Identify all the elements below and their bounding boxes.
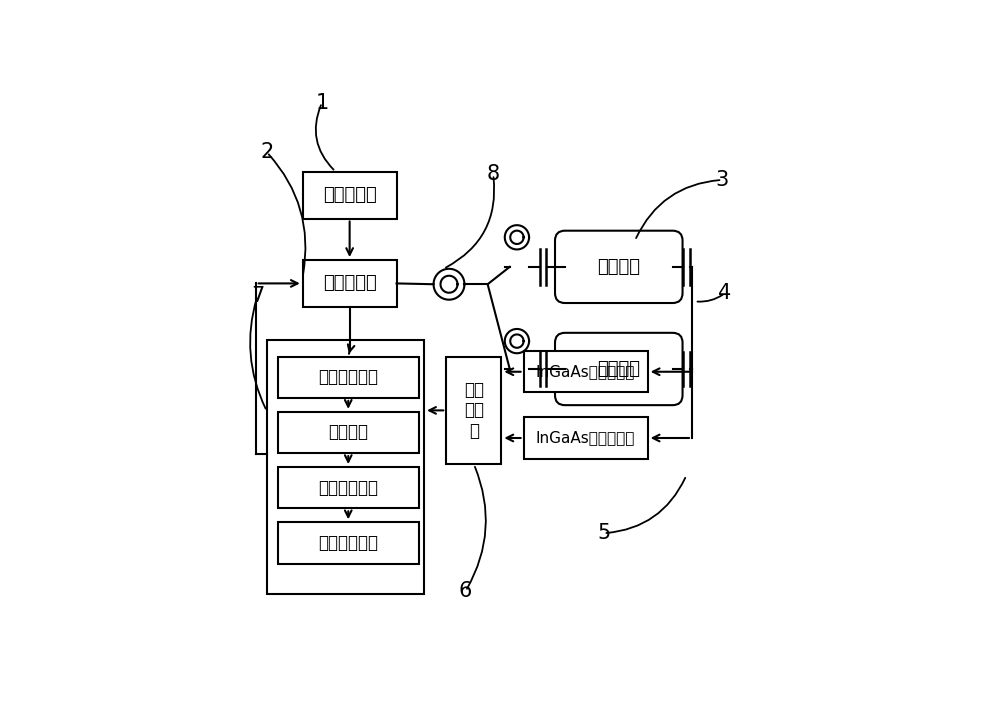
Text: 计算单元: 计算单元 — [328, 424, 368, 442]
Text: 调制解调单元: 调制解调单元 — [318, 369, 378, 386]
Text: 激光控制器: 激光控制器 — [323, 186, 377, 204]
Text: 光学频率梳: 光学频率梳 — [323, 275, 377, 293]
Bar — [278, 412, 419, 453]
Text: 3: 3 — [716, 170, 729, 190]
Bar — [524, 351, 648, 392]
Text: InGaAs雪崩二极管: InGaAs雪崩二极管 — [536, 430, 635, 445]
Text: InGaAs雪崩二极管: InGaAs雪崩二极管 — [536, 364, 635, 379]
Text: 气体识别单元: 气体识别单元 — [318, 479, 378, 497]
Text: 7: 7 — [251, 286, 264, 306]
Bar — [446, 356, 501, 464]
Bar — [267, 340, 424, 594]
Text: 4: 4 — [718, 283, 732, 303]
Text: 8: 8 — [487, 164, 500, 184]
Bar — [278, 356, 419, 398]
Bar — [303, 171, 397, 219]
FancyBboxPatch shape — [555, 333, 683, 405]
Text: 5: 5 — [597, 523, 610, 543]
Text: 数据
采集
卡: 数据 采集 卡 — [464, 381, 484, 440]
Text: 6: 6 — [459, 581, 472, 601]
Bar — [524, 417, 648, 459]
Bar — [303, 260, 397, 307]
Bar — [278, 467, 419, 508]
Text: 1: 1 — [315, 92, 329, 113]
Text: 浓度测定单元: 浓度测定单元 — [318, 534, 378, 552]
Bar — [278, 522, 419, 564]
Text: 参考气室: 参考气室 — [597, 360, 640, 378]
Text: 2: 2 — [260, 142, 273, 162]
FancyBboxPatch shape — [555, 231, 683, 303]
Text: 检测气室: 检测气室 — [597, 258, 640, 276]
